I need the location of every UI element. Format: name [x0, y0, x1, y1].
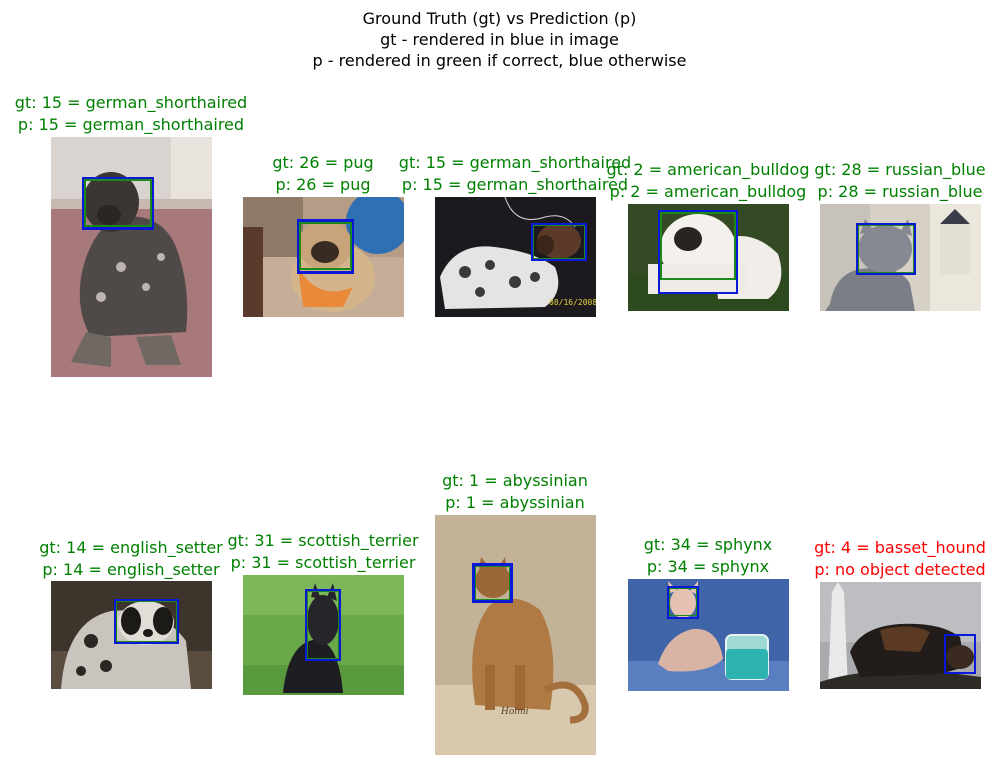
title-line: Ground Truth (gt) vs Prediction (p)	[362, 9, 637, 28]
panel-caption: gt: 1 = abyssinian p: 1 = abyssinian	[385, 470, 645, 514]
photo-russian-blue	[820, 204, 981, 311]
pred-label: p: 28 = russian_blue	[817, 182, 983, 201]
pred-label: p: 26 = pug	[275, 175, 371, 194]
gt-label: gt: 1 = abyssinian	[442, 471, 588, 490]
photo-pug	[243, 197, 404, 317]
gt-label: gt: 26 = pug	[272, 153, 374, 172]
pred-bounding-box	[660, 212, 736, 280]
panel-caption: gt: 28 = russian_blue p: 28 = russian_bl…	[770, 159, 999, 203]
pred-label: p: 14 = english_setter	[42, 560, 220, 579]
pred-bounding-box	[116, 601, 177, 642]
gt-bounding-box	[472, 563, 513, 603]
photo-sphynx	[628, 579, 789, 691]
pred-bounding-box	[533, 225, 585, 259]
photo-american-bulldog	[628, 204, 789, 311]
photo-basset-hound	[820, 582, 981, 689]
photo-german-shorthaired-lying: 08/16/2008	[435, 197, 596, 317]
pred-label: p: 34 = sphynx	[646, 557, 770, 576]
panel-caption: gt: 14 = english_setter p: 14 = english_…	[1, 537, 261, 581]
photographer-signature: Holmi	[501, 707, 529, 717]
gt-bounding-box	[856, 223, 916, 275]
gt-label: gt: 34 = sphynx	[643, 535, 773, 554]
panel-caption: gt: 34 = sphynx p: 34 = sphynx	[578, 534, 838, 578]
gt-bounding-box	[944, 634, 976, 674]
gt-label: gt: 2 = american_bulldog	[606, 160, 810, 179]
gt-bounding-box	[305, 589, 341, 661]
panel-caption: gt: 15 = german_shorthaired p: 15 = germ…	[385, 152, 645, 196]
gt-bounding-box	[667, 586, 699, 619]
title-line: gt - rendered in blue in image	[380, 30, 619, 49]
gt-label: gt: 14 = english_setter	[39, 538, 223, 557]
photo-german-shorthaired	[51, 137, 212, 377]
panel-caption: gt: 15 = german_shorthaired p: 15 = germ…	[1, 92, 261, 136]
gt-label: gt: 28 = russian_blue	[814, 160, 986, 179]
title-line: p - rendered in green if correct, blue o…	[312, 51, 687, 70]
pred-bounding-box	[475, 566, 510, 600]
panel-caption: gt: 2 = american_bulldog p: 2 = american…	[578, 159, 838, 203]
photo-english-setter	[51, 581, 212, 689]
gt-bounding-box	[658, 210, 738, 294]
figure-title: Ground Truth (gt) vs Prediction (p) gt -…	[0, 8, 999, 71]
gt-bounding-box	[82, 177, 154, 230]
gt-label: gt: 15 = german_shorthaired	[398, 153, 632, 172]
photo-scottish-terrier	[243, 575, 404, 695]
gt-bounding-box	[114, 599, 179, 644]
gt-label: gt: 4 = basset_hound	[814, 538, 986, 557]
photo-abyssinian: Holmi	[435, 515, 596, 755]
panel-caption: gt: 26 = pug p: 26 = pug	[193, 152, 453, 196]
pred-label: p: 2 = american_bulldog	[609, 182, 807, 201]
pred-bounding-box	[858, 225, 914, 273]
pred-label: p: 15 = german_shorthaired	[17, 115, 245, 134]
gt-label: gt: 15 = german_shorthaired	[14, 93, 248, 112]
pred-bounding-box	[84, 179, 152, 227]
pred-bounding-box	[299, 222, 352, 270]
pred-label: p: 1 = abyssinian	[445, 493, 585, 512]
panel-caption: gt: 4 = basset_hound p: no object detect…	[770, 537, 999, 581]
date-stamp-watermark: 08/16/2008	[549, 298, 596, 307]
gt-label: gt: 31 = scottish_terrier	[227, 531, 419, 550]
pred-label: p: no object detected	[814, 560, 986, 579]
pred-label: p: 15 = german_shorthaired	[401, 175, 629, 194]
gt-bounding-box	[297, 219, 354, 274]
panel-caption: gt: 31 = scottish_terrier p: 31 = scotti…	[193, 530, 453, 574]
pred-bounding-box	[307, 591, 339, 659]
pred-bounding-box	[669, 588, 697, 616]
gt-bounding-box	[531, 223, 587, 261]
pred-label: p: 31 = scottish_terrier	[230, 553, 416, 572]
